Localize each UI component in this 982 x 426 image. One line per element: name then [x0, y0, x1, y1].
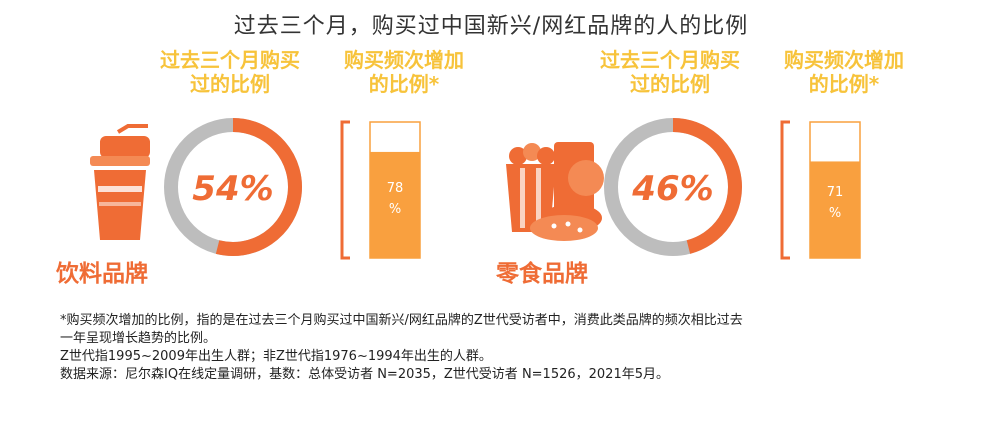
donut-chart: 46% [604, 118, 742, 256]
bar-unit-label: % [389, 202, 401, 217]
bar-fill [370, 151, 420, 258]
bracket [340, 120, 350, 260]
category-label: 零食品牌 [496, 261, 588, 287]
bar-label: 购买频次增加 的比例* [344, 48, 464, 96]
footnote-line: *购买频次增加的比例，指的是在过去三个月购买过中国新兴/网红品牌的Z世代受访者中… [60, 313, 743, 328]
panel-drink-brands: 过去三个月购买 过的比例 购买频次增加 的比例* 54% 78 % 饮料品牌 [50, 40, 530, 300]
donut-chart: 54% [164, 118, 302, 256]
bar-value-label: 71 [827, 185, 844, 200]
ring-label: 过去三个月购买 过的比例 [600, 48, 740, 96]
drink-cup-icon [90, 124, 150, 240]
bar-unit-label: % [829, 206, 841, 221]
bar-chart: 71 % [780, 120, 861, 260]
footnote-line: 一年呈现增长趋势的比例。 [60, 331, 217, 346]
source-note: 数据来源：尼尔森IQ在线定量调研，基数：总体受访者 N=2035，Z世代受访者 … [60, 367, 669, 382]
panel-snack-brands: 过去三个月购买 过的比例 购买频次增加 的比例* 46% 71 % 零食品牌 [490, 40, 970, 300]
footnote: *购买频次增加的比例，指的是在过去三个月购买过中国新兴/网红品牌的Z世代受访者中… [60, 312, 940, 384]
bar-fill [810, 161, 860, 258]
category-label: 饮料品牌 [56, 261, 148, 287]
donut-value-arc [215, 118, 302, 256]
bar-value-label: 78 [387, 181, 404, 196]
bar-label: 购买频次增加 的比例* [784, 48, 904, 96]
donut-value-label: 46% [631, 169, 713, 209]
donut-value-label: 54% [192, 169, 273, 209]
ring-label: 过去三个月购买 过的比例 [160, 48, 300, 96]
bracket [780, 120, 790, 260]
donut-value-arc [672, 118, 742, 254]
bar-chart: 78 % [340, 120, 421, 260]
page-title: 过去三个月，购买过中国新兴/网红品牌的人的比例 [233, 14, 749, 39]
snack-food-icon [506, 142, 604, 241]
footnote-line: Z世代指1995~2009年出生人群；非Z世代指1976~1994年出生的人群。 [60, 349, 492, 364]
